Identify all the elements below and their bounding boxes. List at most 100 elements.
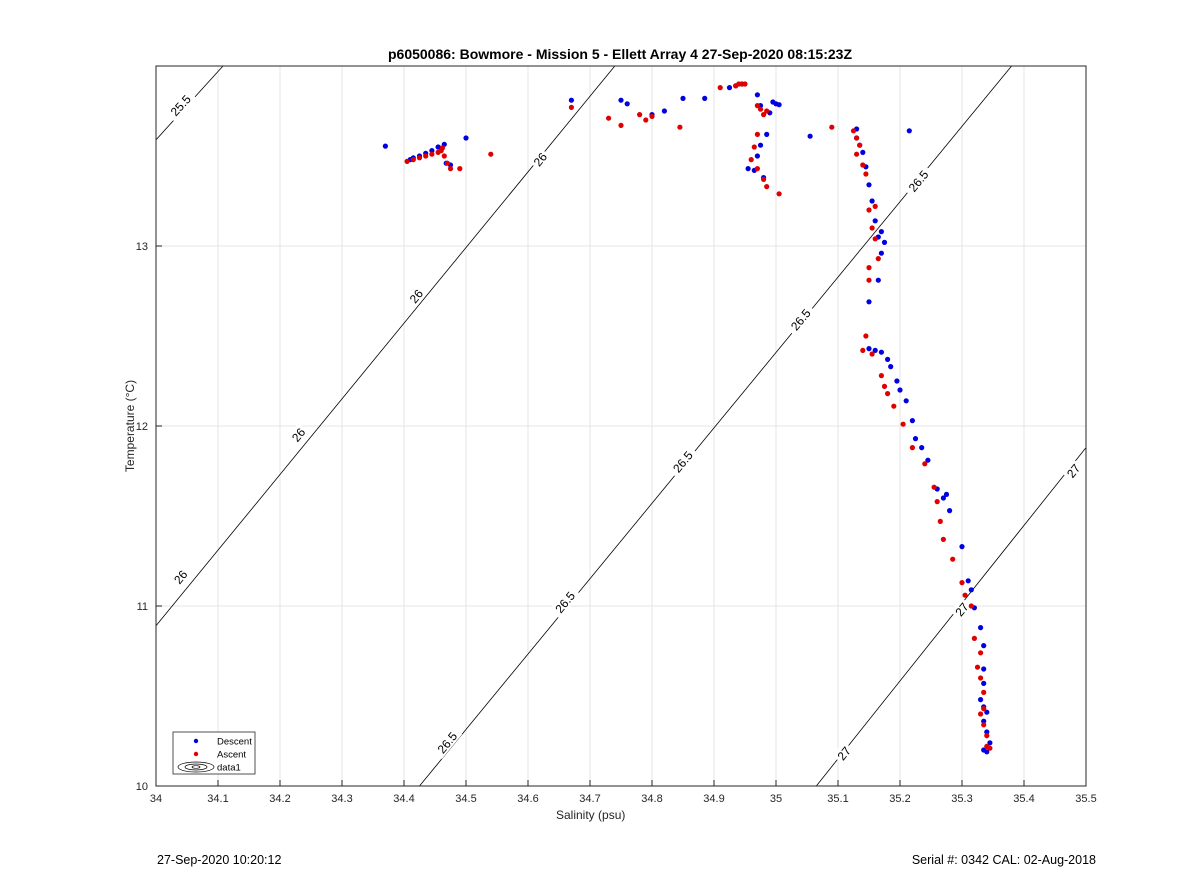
ascent-point [875,256,881,262]
contour-label-group: 26.5 [784,302,816,336]
ascent-point [940,536,947,543]
y-tick-label: 12 [136,421,148,433]
ascent-point [754,131,761,137]
x-tick-label: 35.3 [951,793,972,805]
descent-point [947,508,953,514]
y-tick-label: 11 [137,601,148,613]
y-axis-label: Temperature (°C) [123,379,137,473]
legend-contour-icon [177,761,215,773]
descent-point [981,680,987,687]
ascent-point [854,151,860,157]
ascent-point [757,106,764,112]
ascent-point [987,745,993,751]
ascent-point [850,128,857,134]
ascent-point [444,160,450,166]
x-tick-label: 34.7 [579,793,600,805]
contour-label-bg [164,88,196,122]
ascent-point [761,176,767,182]
y-tick-label: 13 [136,241,148,253]
descent-point [903,398,909,404]
ascent-point [761,112,767,118]
ascent-point [974,664,981,670]
descent-point [866,182,872,188]
contour-label-group: 26.5 [431,725,463,759]
ascent-point [860,162,866,168]
x-tick-label: 35 [770,793,782,805]
descent-point [981,666,987,672]
footer-timestamp: 27-Sep-2020 10:20:12 [157,853,282,867]
ascent-point [869,351,875,357]
ascent-point [441,153,447,159]
descent-point [878,250,885,256]
ascent-point [978,650,984,656]
ascent-point [866,207,872,213]
y-tick-label: 10 [136,781,148,793]
descent-point [770,99,776,105]
descent-point [919,445,925,451]
ascent-point [829,124,835,130]
x-tick-label: 34.3 [331,793,352,805]
ascent-point [937,518,943,525]
ascent-point [885,391,891,397]
ascent-point [748,157,754,163]
ascent-point [891,403,897,409]
descent-point [754,153,761,159]
ascent-series [404,81,993,751]
ascent-point [742,81,748,87]
descent-point [776,102,782,108]
contour-label: 26 [289,425,308,444]
contour-label-group: 27 [950,597,973,621]
ascent-point [931,484,937,490]
ascent-point [416,155,423,161]
descent-point [894,378,900,384]
ascent-point [869,225,875,231]
x-axis-label: Salinity (psu) [556,808,626,822]
descent-point [807,133,813,139]
ascent-point [447,166,454,172]
ascent-point [981,722,987,728]
descent-point [618,97,624,103]
ascent-point [423,153,429,159]
ascent-point [776,191,782,197]
contour-label: 27 [835,744,854,763]
descent-point [885,356,891,362]
contour-label-bg [286,422,309,446]
legend-descent-marker [193,738,199,744]
contour-label-bg [1061,458,1084,482]
contour-label-group: 26.5 [666,444,698,479]
x-tick-label: 35.4 [1013,793,1034,805]
x-tick-label: 34.8 [641,793,662,805]
ascent-point [984,733,990,739]
x-tick-label: 35.2 [889,793,910,805]
contour-label-bg [431,725,463,759]
ascent-point [981,706,987,712]
ascent-point [764,184,770,190]
contour-label-group: 27 [1061,458,1084,482]
descent-point [866,346,872,352]
contour-label-group: 25.5 [164,88,196,122]
descent-point [463,135,469,141]
ascent-point [978,711,984,717]
contour-label-group: 27 [832,741,855,765]
descent-point [981,718,987,724]
descent-point [745,166,751,172]
ascent-point [643,117,649,123]
x-tick-label: 34.5 [455,793,476,805]
ascent-point [754,166,761,172]
descent-point [984,729,990,735]
descent-point [568,97,575,103]
contour-label-bg [666,444,698,479]
x-tick-label: 34.9 [703,793,724,805]
ascent-point [404,158,410,164]
descent-point [680,95,686,101]
descent-point [968,587,974,593]
ascent-point [457,166,463,172]
ascent-point [881,383,888,389]
descent-point [869,198,875,204]
ascent-point [857,142,863,148]
grid-lines [156,66,1086,786]
descent-point [757,142,764,148]
ascent-point [754,103,761,109]
